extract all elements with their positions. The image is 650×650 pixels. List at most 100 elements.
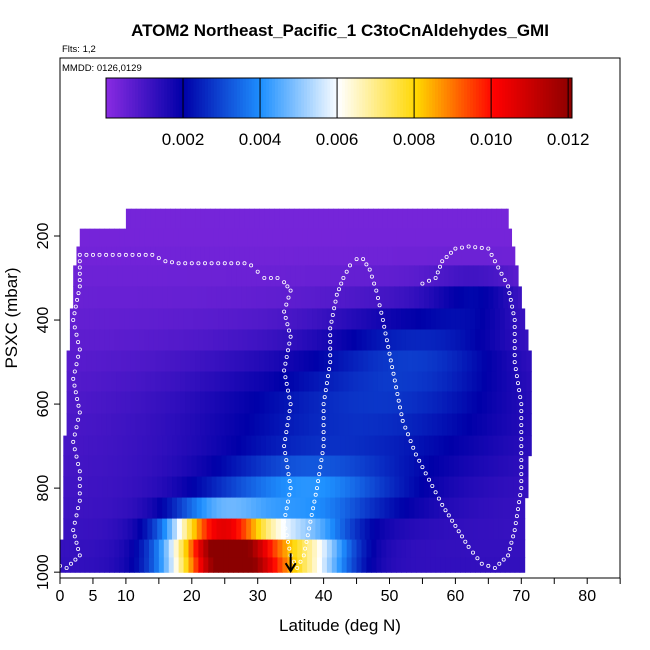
track-point [312, 499, 317, 504]
heatmap-cell [351, 329, 358, 352]
heatmap-cell [394, 286, 400, 310]
heatmap-cell [224, 350, 231, 373]
heatmap-cell [364, 497, 371, 520]
track-point [479, 561, 484, 566]
heatmap-cell [259, 391, 265, 415]
colorbar-swatch [196, 78, 200, 118]
heatmap-cell [437, 246, 443, 267]
heatmap-cell [452, 391, 458, 415]
heatmap-cell [60, 557, 66, 573]
heatmap-cell [262, 329, 269, 352]
heatmap-cell [493, 518, 499, 541]
heatmap-cell [325, 286, 331, 310]
heatmap-cell [236, 476, 242, 499]
track-point [466, 244, 471, 249]
track-point [507, 547, 512, 552]
track-point [502, 278, 507, 283]
heatmap-cell [201, 265, 208, 288]
heatmap-cell [163, 228, 170, 248]
track-point [282, 519, 287, 524]
heatmap-cell [320, 286, 326, 310]
heatmap-cell [226, 518, 232, 541]
track-point [76, 340, 81, 345]
heatmap-cell [317, 539, 323, 559]
heatmap-cell [155, 350, 162, 373]
track-point [512, 346, 517, 351]
heatmap-cell [74, 308, 81, 331]
heatmap-cell [391, 557, 397, 573]
colorbar-tick-label: 0.002 [162, 130, 205, 149]
heatmap-cell [270, 286, 277, 310]
heatmap-cell [198, 329, 204, 352]
heatmap-cell [343, 413, 349, 437]
track-point [336, 287, 341, 292]
track-point [388, 358, 393, 363]
track-point [77, 252, 82, 257]
heatmap-cell [267, 228, 274, 248]
track-point [286, 472, 291, 477]
heatmap-cell [389, 265, 396, 288]
heatmap-cell [345, 518, 351, 541]
heatmap-cell [377, 208, 384, 230]
track-point [417, 458, 422, 463]
heatmap-cell [228, 329, 234, 352]
heatmap-cell [391, 539, 397, 559]
heatmap-cell [274, 350, 280, 373]
heatmap-cell [394, 497, 400, 520]
heatmap-cell [506, 413, 513, 437]
heatmap-cell [167, 455, 173, 478]
colorbar-swatch [487, 78, 491, 118]
heatmap-cell [114, 228, 120, 248]
heatmap-cell [247, 557, 254, 573]
heatmap-cell [170, 391, 176, 415]
heatmap-cell [297, 329, 303, 352]
colorbar-swatch [292, 78, 296, 118]
heatmap-cell [195, 350, 201, 373]
heatmap-cell [504, 308, 511, 331]
heatmap-cell [218, 329, 224, 352]
heatmap-cell [438, 455, 445, 478]
heatmap-cell [504, 228, 511, 248]
track-point [283, 361, 288, 366]
colorbar-swatch [493, 78, 497, 118]
track-point [77, 553, 82, 558]
heatmap-cell [445, 308, 452, 331]
heatmap-cell [176, 476, 183, 499]
heatmap-cell [498, 476, 504, 499]
heatmap-cell [117, 518, 124, 541]
heatmap-cell [359, 497, 366, 520]
track-point [286, 295, 291, 300]
heatmap-cell [496, 208, 503, 230]
track-point [72, 311, 77, 316]
heatmap-cell [219, 246, 226, 267]
track-point [514, 374, 519, 379]
heatmap-cell [425, 329, 432, 352]
heatmap-cell [88, 497, 94, 520]
y-tick-label: 800 [35, 475, 52, 502]
heatmap-cell [335, 455, 341, 478]
heatmap-cell [208, 308, 214, 331]
heatmap-cell [313, 208, 320, 230]
heatmap-cell [340, 435, 346, 457]
heatmap-cell [145, 350, 152, 373]
heatmap-cell [501, 350, 508, 373]
heatmap-cell [320, 497, 326, 520]
colorbar-swatch [251, 78, 256, 118]
colorbar-swatch [432, 78, 436, 118]
heatmap-cell [480, 539, 486, 559]
heatmap-cell [397, 413, 404, 437]
heatmap-cell [224, 371, 231, 393]
colorbar-swatch [542, 78, 547, 118]
heatmap-cell [415, 228, 422, 248]
heatmap-cell [102, 476, 109, 499]
colorbar-swatch [327, 78, 331, 118]
heatmap-cell [251, 455, 257, 478]
heatmap-cell [516, 350, 522, 373]
heatmap-cell [349, 476, 356, 499]
heatmap-cell [272, 557, 279, 573]
track-point [369, 274, 374, 279]
colorbar-swatch [464, 78, 468, 118]
heatmap-cell [371, 228, 377, 248]
heatmap-cell [252, 308, 259, 331]
heatmap-cell [147, 518, 153, 541]
